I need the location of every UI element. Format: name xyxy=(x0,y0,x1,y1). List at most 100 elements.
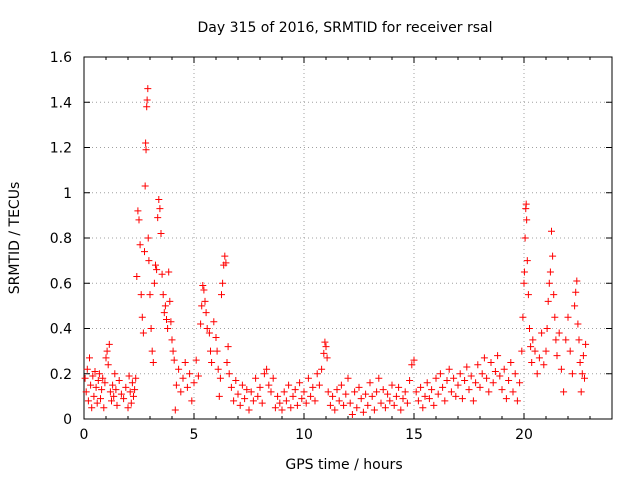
x-tick-label: 20 xyxy=(515,427,533,443)
data-point xyxy=(399,395,407,403)
data-point xyxy=(212,334,220,342)
data-point xyxy=(496,372,504,380)
data-point xyxy=(225,370,233,378)
data-point xyxy=(90,392,98,400)
data-point xyxy=(432,374,440,382)
axis-ticks: 0 5 10 15 20 0 0.2 0.4 0.6 0.8 1 1.2 1.4 1.6 xyxy=(50,50,613,443)
data-point xyxy=(258,399,266,407)
data-point xyxy=(84,397,92,405)
data-point xyxy=(109,381,117,389)
data-point xyxy=(159,291,167,299)
data-point xyxy=(205,329,213,337)
data-point xyxy=(335,397,343,405)
data-point xyxy=(91,367,99,375)
data-point xyxy=(322,343,330,351)
data-point xyxy=(213,347,221,355)
data-point xyxy=(520,279,528,287)
data-point xyxy=(507,358,515,366)
x-tick-label: 10 xyxy=(295,427,313,443)
data-point xyxy=(443,377,451,385)
data-point xyxy=(298,395,306,403)
data-point xyxy=(318,365,326,373)
data-point xyxy=(95,370,103,378)
data-point xyxy=(568,370,576,378)
data-point xyxy=(227,383,235,391)
data-point xyxy=(313,370,321,378)
data-point xyxy=(190,379,198,387)
data-point xyxy=(230,397,238,405)
data-point xyxy=(543,325,551,332)
data-point xyxy=(552,336,560,344)
data-point xyxy=(144,234,152,242)
data-point xyxy=(421,392,429,400)
data-point xyxy=(502,395,510,403)
data-point xyxy=(351,388,359,396)
data-point xyxy=(386,397,394,405)
data-point xyxy=(177,388,185,396)
data-point xyxy=(153,266,161,274)
data-point xyxy=(145,257,153,265)
data-point xyxy=(198,302,206,310)
data-point xyxy=(370,406,378,414)
data-point xyxy=(135,216,143,224)
y-axis-label: SRMTID / TECUs xyxy=(7,182,23,295)
data-point xyxy=(263,365,271,373)
data-point xyxy=(465,386,473,394)
data-point xyxy=(545,279,553,287)
data-point xyxy=(245,406,253,414)
data-point xyxy=(489,379,497,387)
x-axis-label: GPS time / hours xyxy=(285,457,402,473)
data-point xyxy=(505,377,513,385)
data-point xyxy=(137,291,145,299)
data-point xyxy=(430,401,438,409)
data-point xyxy=(359,408,367,416)
data-point xyxy=(271,404,279,412)
data-point xyxy=(127,399,135,407)
data-point xyxy=(234,390,242,398)
data-point xyxy=(142,139,150,147)
data-point xyxy=(381,404,389,412)
data-point xyxy=(168,336,176,344)
data-point xyxy=(202,309,210,317)
data-point xyxy=(450,374,458,382)
data-point xyxy=(337,381,345,389)
data-point xyxy=(544,297,552,305)
data-point xyxy=(333,386,341,394)
data-point xyxy=(133,272,141,280)
data-point xyxy=(139,329,147,337)
data-point xyxy=(243,386,251,394)
data-point xyxy=(577,388,585,396)
data-point xyxy=(103,347,111,355)
data-point xyxy=(126,388,134,396)
data-point xyxy=(157,229,165,237)
data-point xyxy=(480,354,488,362)
data-point xyxy=(112,386,120,394)
data-point xyxy=(113,401,121,409)
data-point xyxy=(186,370,194,378)
data-point xyxy=(581,374,588,382)
data-point xyxy=(128,379,136,387)
data-point xyxy=(419,404,427,412)
data-point xyxy=(181,358,189,366)
data-point xyxy=(203,325,211,332)
data-point xyxy=(146,291,154,299)
data-point xyxy=(110,392,118,400)
data-point xyxy=(520,268,528,276)
data-point xyxy=(236,401,244,409)
data-point xyxy=(408,361,416,369)
data-point xyxy=(100,404,108,412)
data-point xyxy=(425,395,433,403)
data-point xyxy=(509,388,517,396)
data-point xyxy=(469,397,477,405)
data-point xyxy=(373,388,381,396)
data-point xyxy=(412,388,420,396)
data-point xyxy=(575,336,583,344)
y-tick-label: 0.4 xyxy=(50,322,72,338)
data-point xyxy=(542,347,550,355)
data-point xyxy=(388,381,396,389)
data-point xyxy=(98,386,106,394)
data-point xyxy=(201,297,209,305)
data-point xyxy=(83,365,91,373)
data-point xyxy=(538,329,546,337)
